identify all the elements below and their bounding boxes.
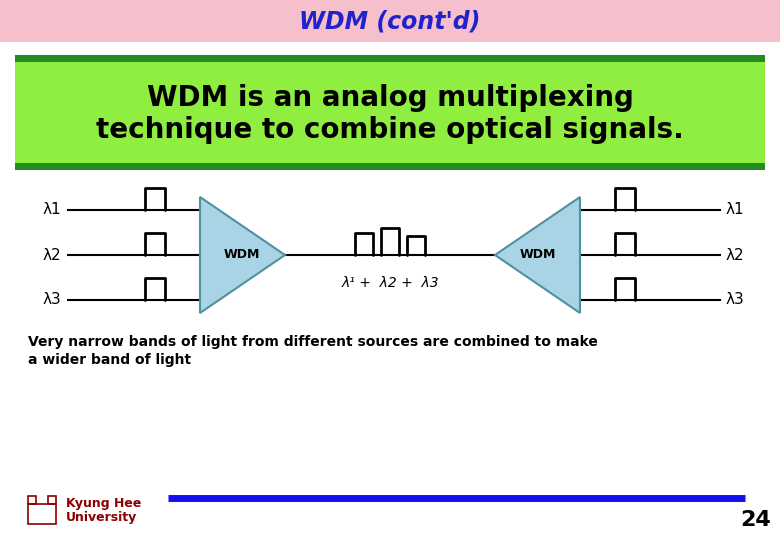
Text: λ2: λ2 xyxy=(43,247,62,262)
Text: λ3: λ3 xyxy=(725,293,744,307)
Text: Very narrow bands of light from different sources are combined to make: Very narrow bands of light from differen… xyxy=(28,335,598,349)
Text: λ2: λ2 xyxy=(725,247,744,262)
Polygon shape xyxy=(495,197,580,313)
Text: λ¹ +  λ2 +  λ3: λ¹ + λ2 + λ3 xyxy=(341,276,439,290)
Text: University: University xyxy=(66,511,137,524)
Polygon shape xyxy=(200,197,285,313)
Bar xyxy=(48,496,56,504)
Text: λ3: λ3 xyxy=(43,293,62,307)
Text: 24: 24 xyxy=(741,510,771,530)
Text: WDM: WDM xyxy=(519,248,555,261)
Bar xyxy=(15,62,765,163)
Text: WDM is an analog multiplexing: WDM is an analog multiplexing xyxy=(147,84,633,112)
Bar xyxy=(28,504,56,524)
Bar xyxy=(15,163,765,170)
Text: WDM: WDM xyxy=(224,248,260,261)
Text: technique to combine optical signals.: technique to combine optical signals. xyxy=(96,117,684,145)
Bar xyxy=(15,55,765,62)
Text: λ1: λ1 xyxy=(725,202,744,218)
Text: WDM (cont'd): WDM (cont'd) xyxy=(300,9,480,33)
Text: a wider band of light: a wider band of light xyxy=(28,353,191,367)
Text: λ1: λ1 xyxy=(43,202,62,218)
Bar xyxy=(28,496,36,504)
Bar xyxy=(0,0,780,42)
Text: Kyung Hee: Kyung Hee xyxy=(66,497,141,510)
